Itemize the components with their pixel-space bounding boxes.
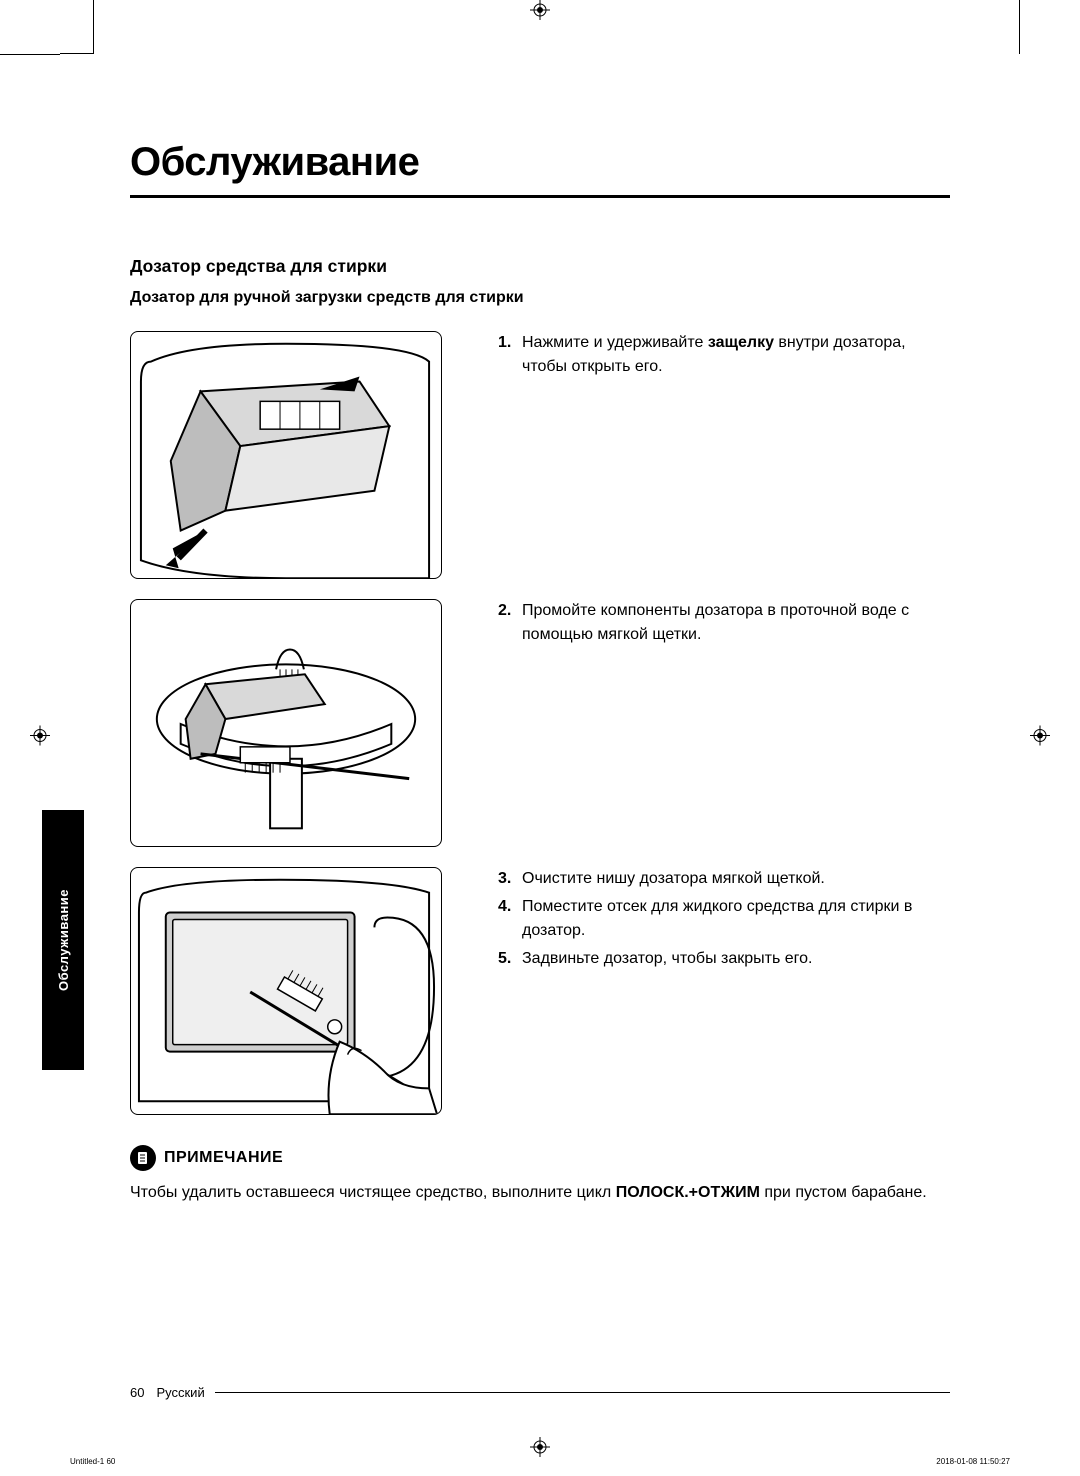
- page-title: Обслуживание: [130, 140, 950, 198]
- steps-block-2: 2. Промойте компоненты дозатора в проточ…: [498, 599, 950, 651]
- step-2: 2. Промойте компоненты дозатора в проточ…: [498, 599, 950, 647]
- step-number: 5.: [498, 947, 522, 971]
- figure-1-dispenser-open: [130, 331, 442, 579]
- step-text: Очистите нишу дозатора мягкой щеткой.: [522, 867, 825, 891]
- steps-block-1: 1. Нажмите и удерживайте защелку внутри …: [498, 331, 950, 383]
- note-text-bold: ПОЛОСК.+ОТЖИМ: [616, 1184, 760, 1201]
- print-meta-left: Untitled-1 60: [70, 1457, 115, 1466]
- page-footer: 60 Русский: [130, 1385, 950, 1400]
- registration-mark-top: [530, 0, 550, 25]
- section-title: Дозатор средства для стирки: [130, 256, 950, 277]
- note-text-pre: Чтобы удалить оставшееся чистящее средст…: [130, 1184, 616, 1201]
- step-text: Нажмите и удерживайте защелку внутри доз…: [522, 331, 950, 379]
- steps-block-3: 3. Очистите нишу дозатора мягкой щеткой.…: [498, 867, 950, 975]
- note-text: Чтобы удалить оставшееся чистящее средст…: [130, 1181, 950, 1205]
- footer-rule: [215, 1392, 950, 1393]
- step-text-bold: защелку: [708, 334, 774, 351]
- page-content: Обслуживание Дозатор средства для стирки…: [130, 140, 950, 1205]
- language-label: Русский: [156, 1385, 204, 1400]
- crop-edge-top-left: [0, 54, 60, 55]
- step-5: 5. Задвиньте дозатор, чтобы закрыть его.: [498, 947, 950, 971]
- registration-mark-left: [30, 726, 50, 751]
- note-icon: [130, 1145, 156, 1171]
- step-1: 1. Нажмите и удерживайте защелку внутри …: [498, 331, 950, 379]
- instruction-row-3: 3. Очистите нишу дозатора мягкой щеткой.…: [130, 867, 950, 1115]
- crop-corner-top-right: [1019, 0, 1020, 54]
- step-text: Поместите отсек для жидкого средства для…: [522, 895, 950, 943]
- note-header: ПРИМЕЧАНИЕ: [130, 1145, 950, 1171]
- step-text: Промойте компоненты дозатора в проточной…: [522, 599, 950, 647]
- figure-2-rinse-brush: [130, 599, 442, 847]
- side-tab: Обслуживание: [42, 810, 84, 1070]
- step-text-pre: Нажмите и удерживайте: [522, 334, 708, 351]
- step-3: 3. Очистите нишу дозатора мягкой щеткой.: [498, 867, 950, 891]
- print-meta-right: 2018-01-08 11:50:27: [936, 1457, 1010, 1466]
- instruction-row-2: 2. Промойте компоненты дозатора в проточ…: [130, 599, 950, 847]
- step-text: Задвиньте дозатор, чтобы закрыть его.: [522, 947, 812, 971]
- page-number: 60: [130, 1385, 144, 1400]
- crop-corner-top-left: [60, 0, 94, 54]
- step-number: 3.: [498, 867, 522, 891]
- figure-3-clean-recess: [130, 867, 442, 1115]
- note-text-post: при пустом барабане.: [760, 1184, 927, 1201]
- note-label: ПРИМЕЧАНИЕ: [164, 1149, 283, 1167]
- step-number: 4.: [498, 895, 522, 943]
- step-number: 1.: [498, 331, 522, 379]
- step-number: 2.: [498, 599, 522, 647]
- registration-mark-right: [1030, 726, 1050, 751]
- print-meta-footer: Untitled-1 60 2018-01-08 11:50:27: [70, 1457, 1010, 1466]
- side-tab-label: Обслуживание: [56, 889, 71, 991]
- subsection-title: Дозатор для ручной загрузки средств для …: [130, 289, 950, 307]
- step-4: 4. Поместите отсек для жидкого средства …: [498, 895, 950, 943]
- instruction-row-1: 1. Нажмите и удерживайте защелку внутри …: [130, 331, 950, 579]
